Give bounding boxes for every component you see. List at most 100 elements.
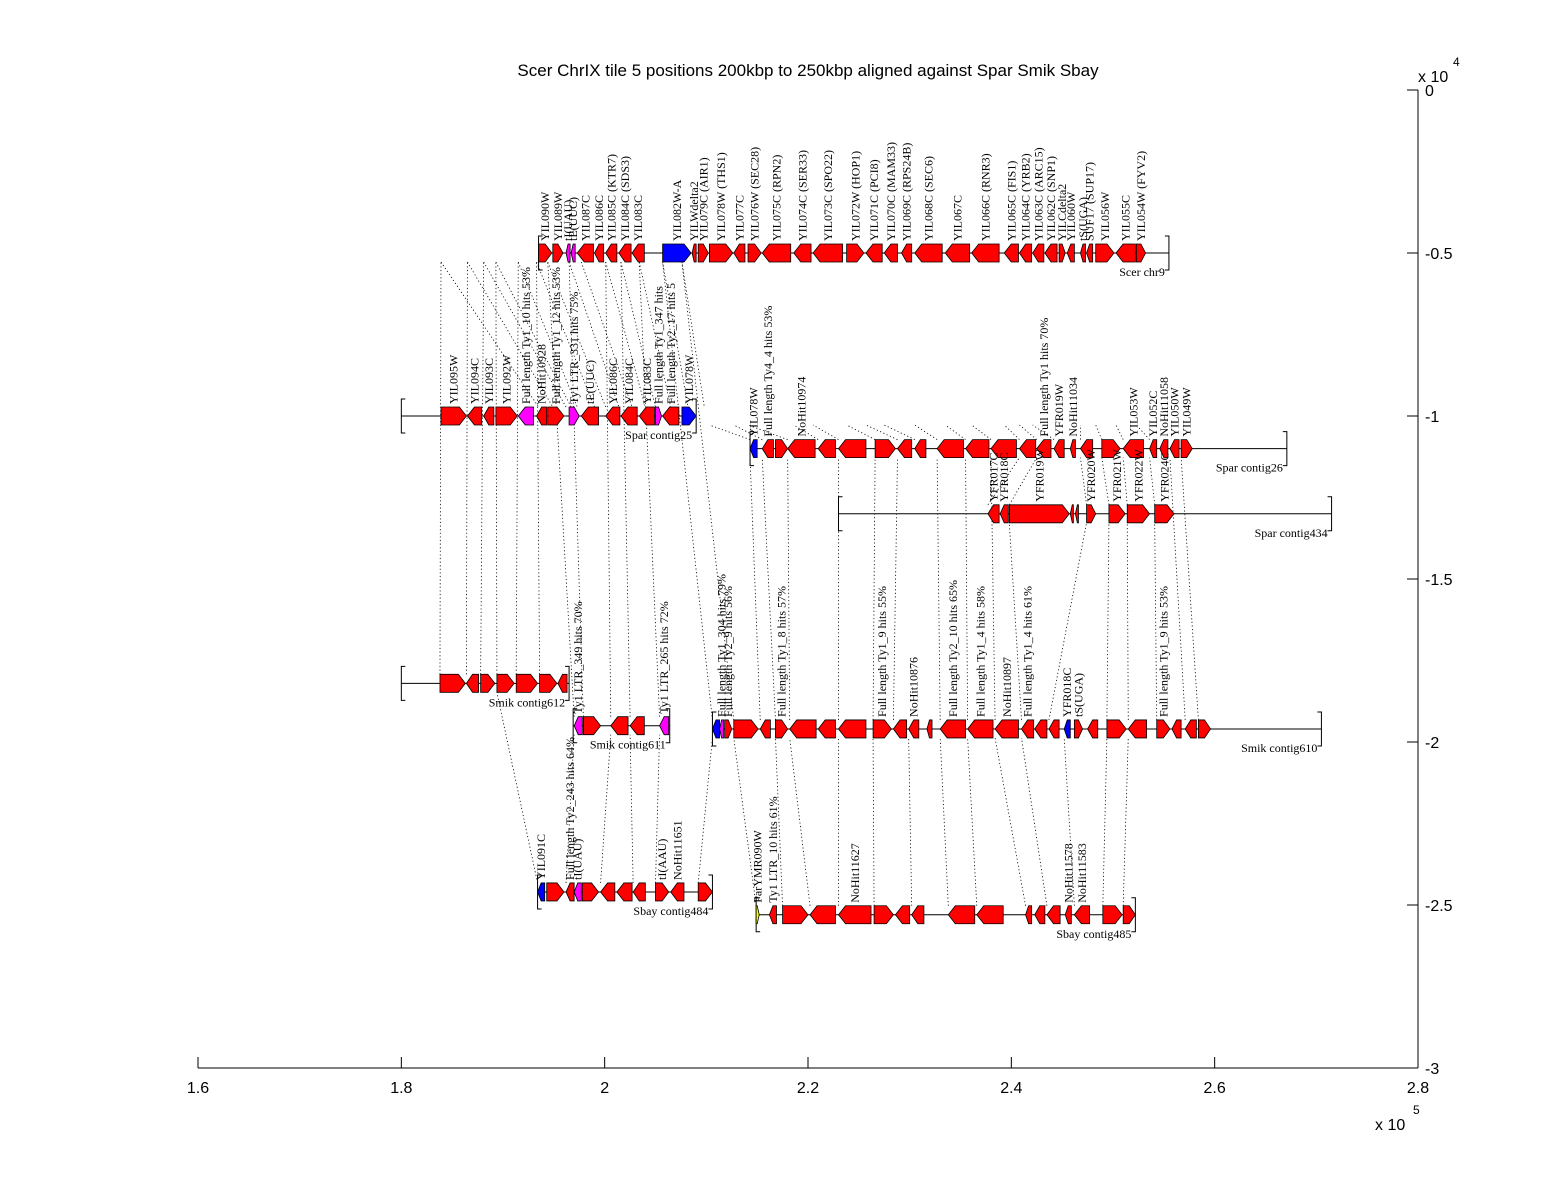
gene-arrow [1108, 504, 1126, 524]
alignment-link [1106, 522, 1110, 720]
gene-arrow [1034, 719, 1048, 739]
alignment-link [600, 734, 612, 883]
gene-arrow [1159, 439, 1169, 458]
alignment-links [439, 261, 1199, 906]
gene-arrow [1036, 439, 1052, 458]
gene-arrow [1046, 905, 1061, 925]
y-tick-label: -1.5 [1425, 572, 1453, 589]
gene-label: YFR019W [1052, 383, 1066, 436]
gene-label: YFR021W [1110, 448, 1124, 501]
x-tick-label: 2.8 [1407, 1080, 1429, 1097]
contig-start-bracket [572, 708, 578, 744]
gene-arrow [691, 243, 697, 263]
gene-arrow [659, 716, 670, 736]
alignment-link [568, 261, 584, 717]
gene-arrow [775, 439, 789, 458]
gene-arrow [610, 716, 629, 736]
gene-arrow [1066, 243, 1075, 263]
gene-label: YIL093C [482, 358, 496, 404]
gene-arrow [605, 406, 621, 426]
alignment-link [496, 692, 538, 884]
gene-label: YIL055C [1119, 195, 1133, 241]
gene-label: YFR024C [1157, 452, 1171, 501]
gene-arrow [944, 243, 971, 263]
alignment-link [465, 261, 468, 675]
gene-label: YIL050W [1168, 387, 1182, 437]
gene-arrow [1063, 719, 1071, 739]
contig-start-bracket [400, 398, 406, 434]
y-tick-label: -2.5 [1425, 898, 1453, 915]
gene-arrow [775, 719, 789, 739]
gene-label: YFR018C [997, 452, 1011, 501]
contig-track: Spar contig25 YIL095W YIL094C YIL093C YIL092… [400, 267, 697, 442]
y-axis-multiplier-exponent: 4 [1453, 55, 1460, 69]
gene-arrow [1069, 504, 1074, 524]
gene-arrow [759, 719, 771, 739]
alignment-link [440, 261, 539, 408]
gene-label: YIL068C (SEC6) [921, 156, 935, 241]
alignment-link [620, 261, 631, 717]
contig-label: Sbay contig484 [633, 904, 708, 918]
gene-arrow [662, 243, 692, 263]
gene-arrow [536, 406, 548, 426]
gene-arrow [1073, 905, 1091, 925]
gene-arrow [873, 905, 894, 925]
gene-label: YIL085C (KTR7) [604, 154, 618, 241]
gene-arrow [1156, 719, 1171, 739]
gene-arrow [1115, 243, 1136, 263]
alignment-link [1080, 457, 1087, 505]
gene-arrow [846, 243, 865, 263]
gene-arrow [1025, 905, 1033, 925]
gene-label: YIL072W (HOP1) [848, 151, 862, 241]
gene-arrow [573, 882, 582, 902]
gene-arrow [719, 719, 725, 739]
gene-label: YFR019W [1032, 448, 1046, 501]
gene-arrow [987, 504, 1000, 524]
gene-arrow [865, 243, 883, 263]
gene-label: YIL084C [622, 358, 636, 404]
alignment-link [936, 457, 941, 720]
gene-arrow [939, 719, 966, 739]
gene-label: YIL062C (SNP1) [1044, 156, 1058, 241]
gene-arrow [768, 905, 777, 925]
gene-label: YIL077C [732, 195, 746, 241]
gene-arrow [965, 439, 990, 458]
gene-arrow [576, 243, 594, 263]
gene-arrow [565, 243, 571, 263]
gene-arrow [629, 716, 645, 736]
gene-label: YIL082W-A [670, 179, 684, 241]
gene-arrow [724, 719, 733, 739]
alignment-link [1169, 457, 1186, 720]
gene-label: Ty1 LTR_265 hits 72% [657, 601, 671, 713]
contig-track: Smik contig610 Full length Ty1_304 hits 7… [711, 574, 1322, 755]
alignment-link [1021, 737, 1048, 906]
contig-end-bracket [565, 665, 570, 701]
alignment-link [483, 261, 567, 408]
gene-label: Full length Ty1_347 hits [652, 286, 666, 404]
gene-arrow [594, 243, 605, 263]
gene-arrow [817, 719, 836, 739]
contig-track: Smik contig612 [400, 665, 570, 709]
gene-label: SUF17 (SUP17) [1083, 162, 1097, 241]
gene-arrow [1058, 243, 1066, 263]
y-axis: 0 -0.5 -1 -1.5 -2 -2.5 -3 [1407, 83, 1453, 1078]
gene-arrow [936, 439, 964, 458]
gene-arrow [1018, 243, 1033, 263]
gene-label: NoHit10876 [907, 657, 921, 717]
gene-label: YFR020W [1084, 448, 1098, 501]
gene-label: YIL076W (SEC28) [748, 147, 762, 241]
gene-arrow [914, 439, 927, 458]
alignment-link [990, 457, 996, 720]
alignment-link [580, 261, 633, 408]
gene-arrow [1080, 243, 1086, 263]
gene-arrow [999, 504, 1009, 524]
gene-label: YIL091C [534, 834, 548, 880]
alignment-link [775, 737, 783, 906]
gene-label: YIL087C [578, 195, 592, 241]
gene-arrow [892, 719, 908, 739]
alignment-link [761, 457, 776, 720]
gene-arrow [515, 673, 539, 693]
alignment-link [1122, 737, 1129, 906]
alignment-link [1008, 522, 1022, 720]
gene-arrow [1184, 719, 1197, 739]
